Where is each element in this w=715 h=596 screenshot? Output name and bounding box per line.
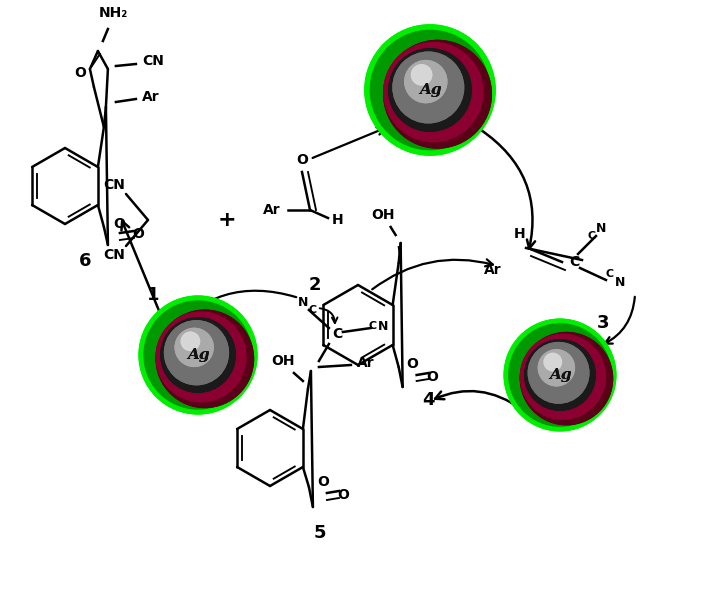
Circle shape [139, 296, 257, 414]
Text: C: C [606, 269, 614, 279]
Circle shape [509, 324, 611, 426]
Text: 5: 5 [314, 524, 326, 542]
Circle shape [164, 321, 228, 384]
Text: Ar: Ar [357, 356, 375, 370]
Circle shape [393, 52, 463, 123]
Text: Ar: Ar [484, 263, 502, 277]
Circle shape [544, 353, 561, 371]
Circle shape [182, 332, 199, 350]
Circle shape [161, 318, 235, 392]
Text: CN: CN [142, 54, 164, 68]
Circle shape [405, 61, 447, 103]
Text: Ag: Ag [548, 368, 571, 382]
Text: C: C [369, 321, 377, 331]
Circle shape [156, 310, 254, 408]
Circle shape [544, 353, 561, 371]
FancyArrowPatch shape [605, 297, 635, 344]
Circle shape [144, 301, 252, 409]
FancyArrowPatch shape [168, 291, 296, 336]
Circle shape [389, 49, 471, 131]
Circle shape [525, 340, 596, 410]
Text: CN: CN [103, 178, 125, 192]
Circle shape [161, 318, 235, 392]
Text: N: N [596, 222, 606, 234]
Text: O: O [296, 153, 308, 167]
Text: 3: 3 [597, 314, 609, 332]
FancyArrowPatch shape [480, 129, 535, 249]
Circle shape [393, 52, 463, 123]
Circle shape [521, 334, 606, 419]
Circle shape [504, 319, 616, 431]
Circle shape [528, 343, 588, 403]
Circle shape [156, 310, 254, 408]
Text: O: O [337, 488, 349, 502]
Text: OH: OH [371, 208, 395, 222]
Circle shape [538, 350, 574, 386]
Text: H: H [514, 227, 526, 241]
Text: OH: OH [271, 354, 295, 368]
Circle shape [412, 65, 432, 85]
Circle shape [164, 321, 228, 384]
Circle shape [175, 328, 213, 367]
Text: N: N [378, 319, 388, 333]
Circle shape [384, 42, 483, 142]
Circle shape [521, 333, 613, 425]
Text: 2: 2 [309, 276, 321, 294]
Circle shape [412, 65, 432, 85]
Text: N: N [615, 275, 625, 288]
Circle shape [504, 319, 616, 431]
Circle shape [528, 343, 588, 403]
Circle shape [182, 332, 199, 350]
Text: O: O [317, 475, 329, 489]
Text: O: O [407, 357, 418, 371]
Circle shape [509, 324, 611, 426]
Text: NH₂: NH₂ [98, 6, 127, 20]
Text: H: H [332, 213, 344, 227]
Circle shape [370, 30, 490, 150]
Text: C: C [309, 305, 317, 315]
Text: Ag: Ag [187, 348, 209, 362]
Circle shape [156, 312, 246, 402]
Text: 4: 4 [422, 391, 434, 409]
Circle shape [521, 334, 606, 419]
Text: O: O [113, 217, 125, 231]
Text: C: C [588, 231, 596, 241]
Text: N: N [297, 296, 308, 309]
Text: Ag: Ag [187, 348, 209, 362]
Text: Ag: Ag [548, 368, 571, 382]
Text: Ag: Ag [419, 83, 441, 97]
FancyArrowPatch shape [122, 221, 161, 315]
Text: O: O [132, 227, 144, 241]
FancyArrowPatch shape [373, 259, 493, 289]
Circle shape [139, 296, 257, 414]
Circle shape [156, 312, 246, 402]
Text: Ar: Ar [142, 90, 159, 104]
Text: Ar: Ar [263, 203, 281, 217]
Circle shape [384, 42, 483, 142]
Circle shape [370, 30, 490, 150]
Circle shape [384, 41, 491, 148]
Circle shape [144, 301, 252, 409]
Text: O: O [74, 66, 86, 80]
Text: O: O [427, 370, 438, 384]
Circle shape [405, 61, 447, 103]
Circle shape [525, 340, 596, 410]
Text: CN: CN [103, 248, 125, 262]
Text: +: + [217, 210, 237, 230]
Text: C: C [332, 327, 342, 341]
FancyArrowPatch shape [320, 308, 337, 323]
Circle shape [365, 25, 495, 155]
Circle shape [389, 49, 471, 131]
Circle shape [521, 333, 613, 425]
Circle shape [175, 328, 213, 367]
Circle shape [365, 25, 495, 155]
Text: 6: 6 [79, 252, 92, 270]
FancyArrowPatch shape [435, 391, 522, 409]
Text: 1: 1 [147, 286, 159, 304]
Circle shape [384, 41, 491, 148]
Text: C: C [569, 255, 579, 269]
Circle shape [538, 350, 574, 386]
Text: Ag: Ag [419, 83, 441, 97]
